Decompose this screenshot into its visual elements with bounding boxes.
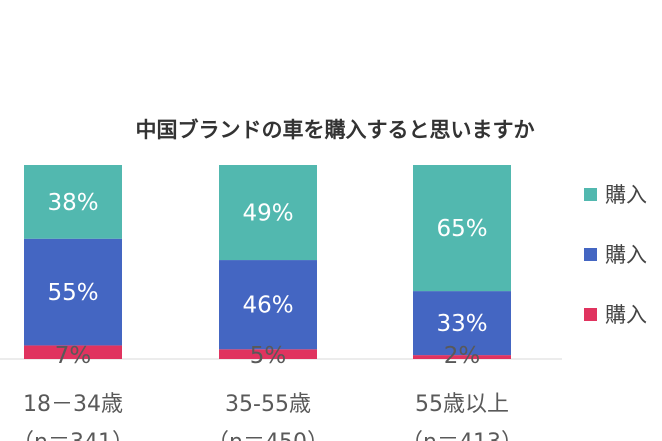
legend: 購入 購入 購入 (584, 180, 662, 360)
bar-segment (219, 260, 317, 350)
data-label: 38% (47, 190, 98, 216)
bar-segment (413, 291, 511, 356)
bar-segment (219, 349, 317, 359)
data-label: 46% (242, 293, 293, 319)
bar-segment (219, 165, 317, 261)
data-label: 5% (250, 343, 287, 369)
labels-layer: 7% 55% 38% 18－34歳 （n＝341） 5% 46% 49% 35-55歳 （n＝45… (12, 190, 523, 441)
legend-label-top: 購入 (605, 183, 647, 207)
bar-segment (24, 165, 122, 239)
chart-title: 中国ブランドの車を購入すると思いますか (136, 118, 535, 142)
bars-layer (24, 165, 511, 359)
legend-label-middle: 購入 (605, 243, 647, 267)
legend-item-top: 購入 (584, 180, 662, 208)
category-sublabel: （n＝450） (207, 430, 329, 441)
data-label: 33% (436, 311, 487, 337)
data-label: 49% (242, 201, 293, 227)
bar-segment (24, 345, 122, 359)
category-sublabel: （n＝341） (12, 430, 134, 441)
category-label: 18－34歳 (23, 392, 123, 417)
category-label: 55歳以上 (415, 392, 509, 417)
data-label: 7% (55, 343, 92, 369)
data-label: 65% (436, 216, 487, 242)
data-label: 55% (47, 280, 98, 306)
data-label: 2% (444, 343, 481, 369)
legend-swatch-bottom (584, 307, 597, 321)
legend-item-middle: 購入 (584, 240, 662, 268)
bar-segment (413, 165, 511, 292)
category-label: 35-55歳 (225, 392, 311, 417)
bar-segment (24, 238, 122, 346)
legend-label-bottom: 購入 (605, 303, 647, 327)
category-sublabel: （n＝413） (401, 430, 523, 441)
bar-segment (413, 355, 511, 359)
legend-item-bottom: 購入 (584, 300, 662, 328)
legend-swatch-top (584, 187, 597, 201)
legend-swatch-middle (584, 247, 597, 261)
